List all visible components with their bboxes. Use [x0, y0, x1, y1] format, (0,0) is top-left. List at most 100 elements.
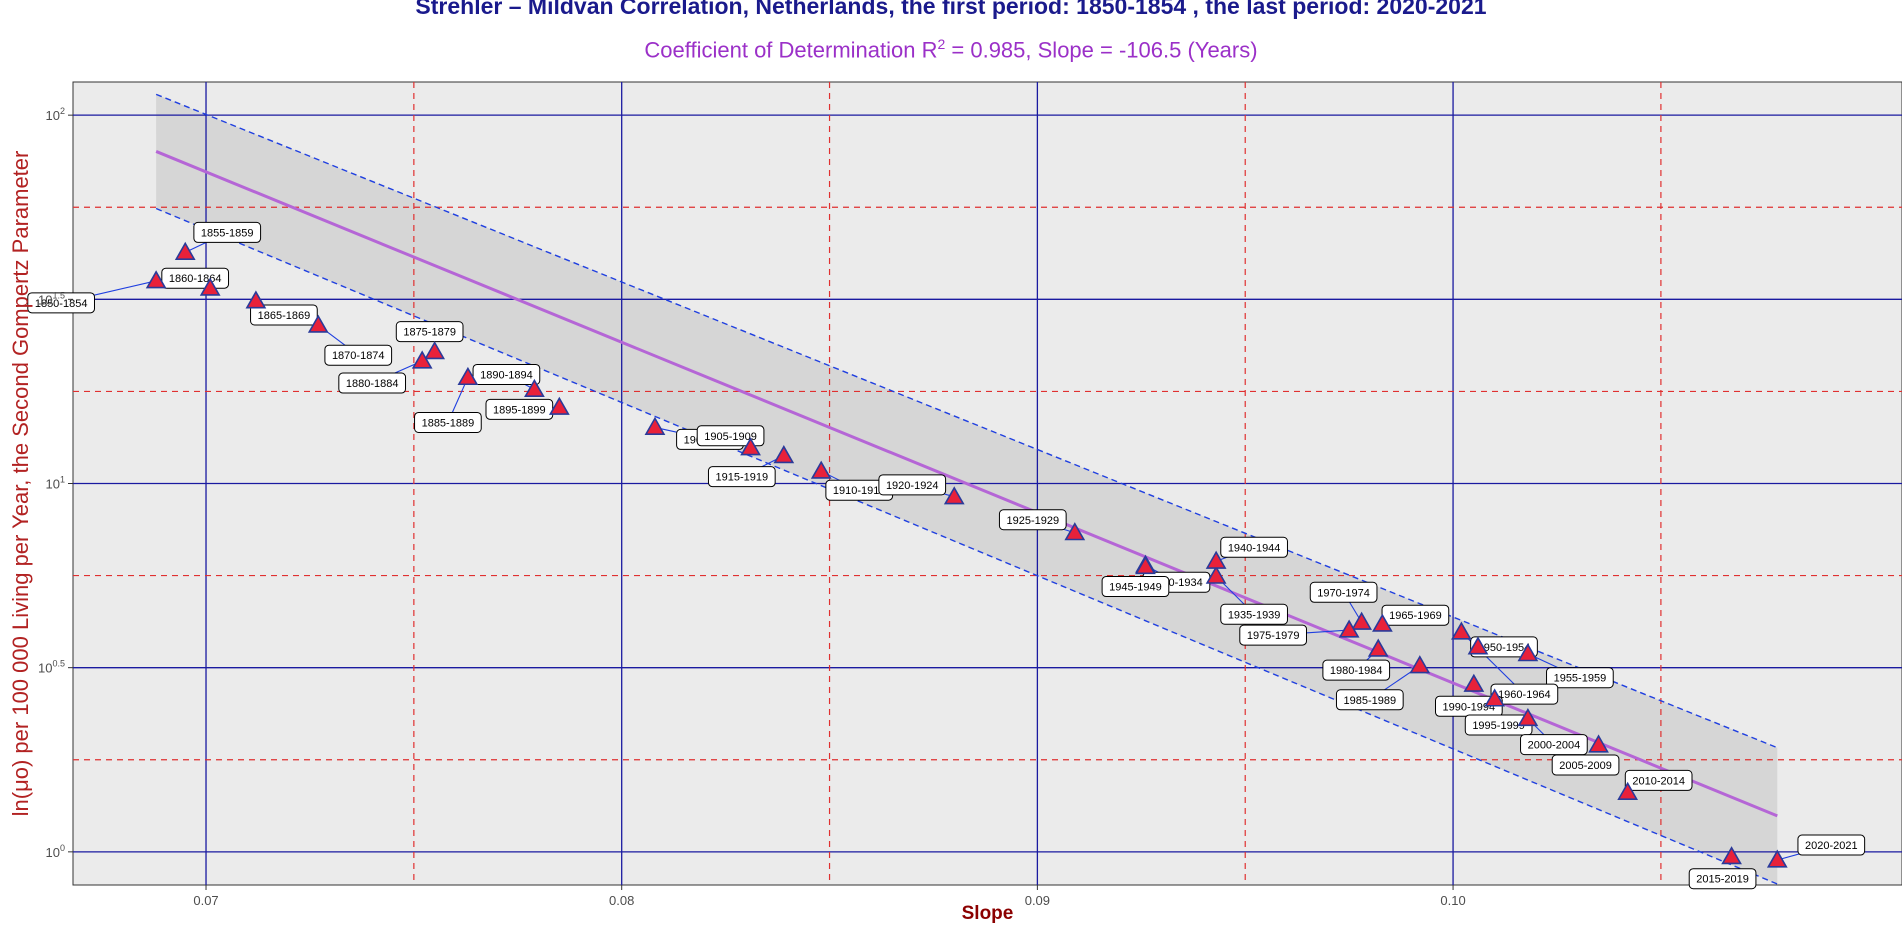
point-label-box: [1309, 581, 1378, 603]
point-label-box: [1520, 734, 1588, 756]
point-label-layer: 1850-1854 1855-1859 1860-1864 1865-1869 1870…: [27, 221, 1866, 890]
data-point-marker: [307, 314, 329, 333]
data-point-marker: [1372, 613, 1393, 632]
point-label-box: [1490, 683, 1559, 705]
point-label: 1910-1914: [825, 479, 894, 501]
confidence-band: [156, 94, 1778, 884]
point-label-text: 1905-1909: [704, 431, 757, 443]
point-label-text: 1850-1854: [35, 298, 88, 310]
data-point-layer: [145, 241, 1788, 868]
point-label-text: 1960-1964: [1498, 689, 1551, 701]
band-upper-border: [155, 93, 1778, 749]
point-label: 1855-1859: [193, 221, 262, 243]
point-label: 1850-1854: [27, 292, 95, 314]
y-tick-label: 102: [46, 106, 65, 123]
point-label: 1920-1924: [878, 474, 947, 496]
point-label-box: [395, 321, 464, 343]
point-label: 1935-1939: [1220, 603, 1288, 625]
point-label-text: 2015-2019: [1696, 874, 1749, 886]
data-point-marker: [1135, 555, 1156, 575]
x-axis-title: Slope: [962, 903, 1014, 924]
data-point-marker: [1338, 619, 1360, 638]
data-point-marker: [1450, 621, 1472, 640]
point-label-text: 2010-2014: [1632, 775, 1685, 787]
data-point-marker: [524, 378, 545, 398]
point-label-box: [324, 344, 393, 366]
point-label-box: [878, 474, 947, 496]
grid-layer: [73, 82, 1902, 885]
subtitle-prefix: Coefficient of Determination R: [644, 37, 938, 63]
data-point-marker: [245, 290, 267, 309]
data-point-marker: [1467, 636, 1489, 655]
x-tick-label: 0.08: [609, 893, 634, 908]
point-label: 1995-1999: [1464, 714, 1533, 736]
point-label-box: [193, 221, 262, 243]
point-label-text: 1995-1999: [1472, 720, 1525, 732]
point-label-text: 1875-1879: [403, 327, 456, 339]
point-label-text: 1945-1949: [1109, 582, 1162, 594]
data-point-marker: [1064, 522, 1086, 541]
y-axis-title: ln(μo) per 100 000 Living per Year, the …: [8, 151, 33, 817]
data-point-marker: [773, 445, 795, 464]
point-label-text: 1990-1994: [1443, 701, 1496, 713]
data-point-marker: [457, 366, 479, 386]
data-point-marker: [1367, 638, 1389, 657]
point-label: 1905-1909: [696, 425, 765, 447]
data-point-marker: [1484, 688, 1506, 707]
point-label-text: 1935-1939: [1228, 609, 1281, 621]
point-label-box: [1220, 536, 1288, 558]
point-label-text: 1865-1869: [258, 310, 311, 322]
point-label-box: [1470, 636, 1538, 658]
point-label-text: 2000-2004: [1528, 740, 1581, 752]
point-label-text: 1985-1989: [1344, 695, 1397, 707]
data-point-marker: [199, 277, 221, 296]
data-point-marker: [1721, 846, 1742, 865]
point-label-box: [1624, 769, 1693, 791]
subtitle-suffix: = 0.985, Slope = -106.5 (Years): [945, 37, 1258, 63]
point-label-text: 1980-1984: [1330, 665, 1383, 677]
data-point-marker: [548, 396, 570, 415]
point-label-box: [27, 292, 95, 314]
point-label-box: [1335, 689, 1404, 711]
fit-line: [155, 150, 1778, 818]
data-point-marker: [740, 437, 761, 456]
data-point-marker: [411, 350, 433, 369]
point-label: 1915-1919: [707, 466, 776, 488]
point-label-box: [998, 509, 1067, 531]
point-label: 1890-1894: [472, 363, 541, 385]
point-label-text: 1890-1894: [480, 369, 533, 381]
point-label-text: 2005-2009: [1559, 760, 1612, 772]
point-label-box: [1688, 868, 1757, 890]
point-label-box: [1546, 667, 1614, 689]
axis-layer: 0.07 0.08 0.09 0.10 100 100.5 101 101.5 102: [38, 106, 1466, 908]
point-label: 1940-1944: [1220, 536, 1288, 558]
point-label: 1870-1874: [324, 344, 393, 366]
y-tick-label: 101.5: [38, 290, 65, 307]
data-point-marker: [1766, 849, 1788, 868]
confidence-band-layer: [156, 94, 1778, 884]
point-label-text: 1880-1884: [346, 378, 399, 390]
data-point-marker: [1517, 707, 1539, 727]
point-label-box: [472, 363, 541, 385]
point-label: 1955-1959: [1546, 667, 1614, 689]
point-label: 1985-1989: [1335, 689, 1404, 711]
data-point-marker: [1205, 550, 1227, 569]
point-label-text: 1895-1899: [493, 404, 546, 416]
data-point-marker: [1617, 781, 1639, 800]
point-label: 1895-1899: [485, 398, 554, 420]
data-point-marker: [1351, 611, 1372, 630]
subtitle-superscript: 2: [937, 36, 946, 52]
data-point-marker: [424, 341, 446, 360]
band-lower-border: [155, 207, 1778, 885]
data-point-marker: [1517, 643, 1539, 662]
point-label-text: 2020-2021: [1805, 840, 1858, 852]
point-label-text: 1910-1914: [833, 485, 886, 497]
point-label-text: 1970-1974: [1317, 587, 1370, 599]
point-label: 1975-1979: [1239, 624, 1307, 646]
point-label-text: 1965-1969: [1389, 610, 1442, 622]
point-label-text: 1860-1864: [169, 273, 222, 285]
y-tick-label: 101: [46, 475, 65, 492]
fit-line-layer: [155, 93, 1778, 885]
chart-subtitle: Coefficient of Determination R2 = 0.985,…: [0, 36, 1902, 63]
